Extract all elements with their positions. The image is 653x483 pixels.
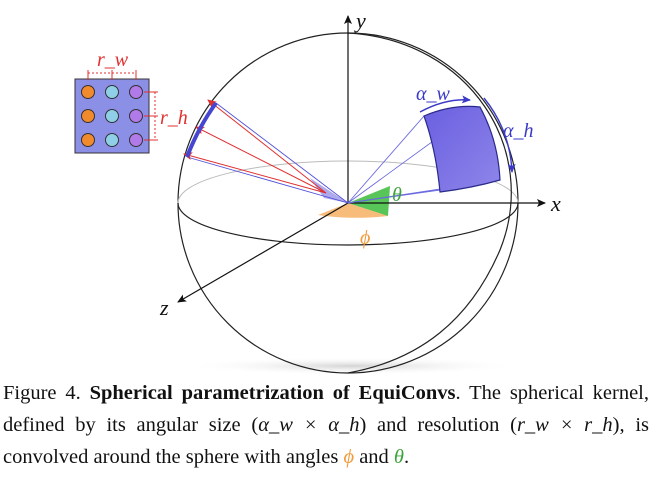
right-kernel-patch [347, 95, 516, 204]
kernel-dot [105, 85, 119, 99]
caption-text-2: ) and resolution ( [359, 414, 517, 436]
caption-math-r: r_w × r_h [516, 414, 613, 436]
theta-sector [348, 186, 390, 216]
caption-math-alpha: α_w × α_h [258, 414, 360, 436]
caption-label: Figure 4. [3, 382, 81, 404]
kernel-dot [81, 85, 95, 99]
caption-title: Spherical parametrization of EquiConvs [89, 382, 456, 404]
kernel-height-label: r_h [160, 107, 188, 129]
caption-phi: ϕ [343, 446, 355, 468]
kernel-dot [105, 109, 119, 123]
caption-text-4: and [354, 446, 394, 468]
left-kernel-rays [183, 99, 349, 204]
phi-label: ϕ [360, 227, 370, 249]
alpha-h-label: α_h [503, 120, 534, 142]
phi-sector [318, 203, 388, 218]
figure-caption: Figure 4. Spherical parametrization of E… [3, 377, 649, 473]
kernel-dot [129, 133, 143, 147]
kernel-dot [81, 133, 95, 147]
kernel-dot [81, 109, 95, 123]
equator-front [177, 202, 519, 246]
meridian [347, 32, 512, 374]
sphere-figure: y x z r_w r_h α_w α_h θ ϕ [74, 8, 561, 375]
alpha-w-label: α_w [416, 83, 450, 105]
caption-theta: θ [393, 446, 404, 468]
caption-text-1: . The spherical kernel, defined by its a… [3, 382, 649, 436]
kernel-width-label: r_w [97, 49, 129, 71]
caption-text-5: . [404, 446, 410, 468]
kernel-grid [74, 70, 158, 154]
y-axis-label: y [354, 8, 366, 33]
x-axis-label: x [550, 191, 561, 216]
z-axis [177, 202, 349, 303]
caption-text-3: ), is convolved around the sphere with a… [3, 414, 650, 468]
kernel-dot [105, 133, 119, 147]
z-axis-label: z [159, 295, 169, 320]
kernel-dot [129, 109, 143, 123]
theta-label: θ [392, 184, 402, 206]
sphere-shadow [182, 357, 522, 375]
kernel-dot [129, 85, 143, 99]
kernel-grid-dots [81, 85, 143, 147]
